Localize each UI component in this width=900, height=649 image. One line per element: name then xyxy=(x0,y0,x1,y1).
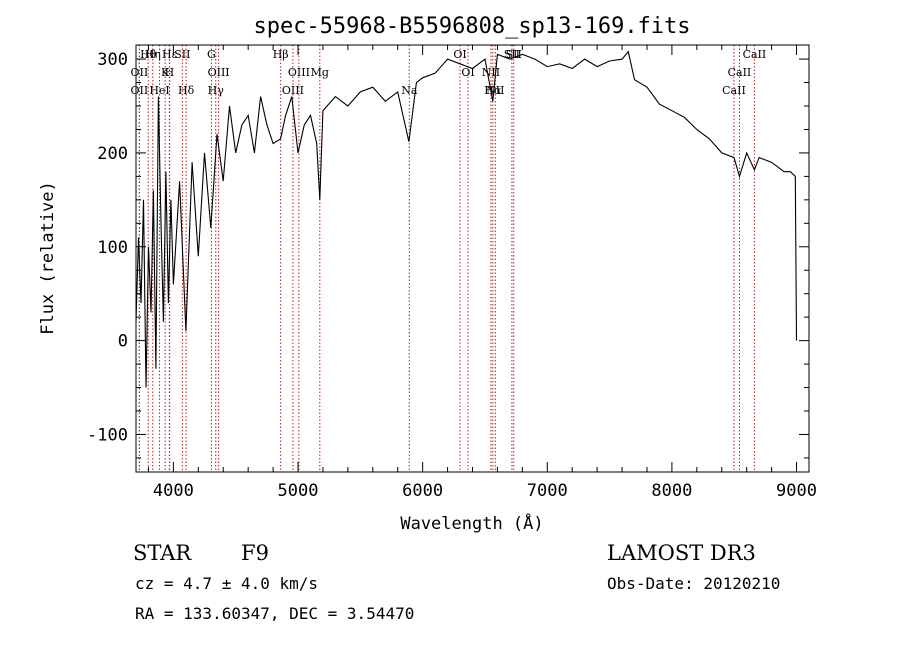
series-line-flux xyxy=(135,50,798,388)
series-layer xyxy=(135,50,798,388)
x-tick-label-8000: 8000 xyxy=(651,481,692,501)
line-label-sii-24: SII xyxy=(506,48,522,61)
plot-frame xyxy=(135,44,810,473)
x-tick-label-5000: 5000 xyxy=(278,481,319,501)
x-axis-label: Wavelength (Å) xyxy=(400,512,543,534)
x-tick-label-4000: 4000 xyxy=(153,481,194,501)
line-label-oi-18: OI xyxy=(453,48,466,61)
line-label-caii-25: CaII xyxy=(728,66,752,79)
line-label-oiii-13: OIII xyxy=(288,66,310,79)
y-axis-ticks: -100 0 100 200 300 xyxy=(87,50,809,459)
spectral-line-markers xyxy=(138,45,755,472)
line-label-nii-22: NII xyxy=(482,66,500,79)
spectral-line-labels: HθOIIOIIHηKHeIHεHHδSIIOIIIHγGOIIIOIIIHβM… xyxy=(131,48,767,97)
line-label-na-17: Na xyxy=(401,84,418,97)
x-tick-label-9000: 9000 xyxy=(776,481,817,501)
y-tick-label--100: -100 xyxy=(87,425,128,445)
line-label-hei-5: HeI xyxy=(149,84,169,97)
y-tick-label-200: 200 xyxy=(97,144,128,164)
line-label-sii-9: SII xyxy=(174,48,190,61)
object-class: STAR xyxy=(133,541,192,565)
line-label-hγ-11: Hγ xyxy=(208,84,225,97)
obs-date: Obs-Date: 20120210 xyxy=(607,574,780,593)
y-tick-label-100: 100 xyxy=(97,238,128,258)
x-tick-label-6000: 6000 xyxy=(402,481,443,501)
x-axis-ticks: 4000 5000 6000 7000 8000 9000 xyxy=(147,45,817,501)
redshift-readout: cz = 4.7 ± 4.0 km/s xyxy=(135,574,318,593)
line-label-hδ-8: Hδ xyxy=(178,84,195,97)
line-label-oii-1: OII xyxy=(131,66,149,79)
line-label-nii-23: NII xyxy=(486,84,504,97)
line-label-g-12: G xyxy=(207,48,216,61)
line-label-h-7: H xyxy=(165,66,175,79)
x-tick-label-7000: 7000 xyxy=(527,481,568,501)
line-label-oi-19: OI xyxy=(461,66,474,79)
line-label-hβ-15: Hβ xyxy=(273,48,289,61)
coordinates: RA = 133.60347, DEC = 3.54470 xyxy=(135,604,414,623)
line-label-caii-26: CaII xyxy=(722,84,746,97)
survey-name: LAMOST DR3 xyxy=(607,541,756,565)
y-tick-label-300: 300 xyxy=(97,50,128,70)
line-label-hα-20: Hα xyxy=(484,84,502,97)
y-tick-label-0: 0 xyxy=(118,332,128,352)
line-label-oiii-10: OIII xyxy=(208,66,230,79)
line-label-hη-3: Hη xyxy=(145,48,161,61)
line-label-oii-2: OII xyxy=(131,84,149,97)
line-label-k-4: K xyxy=(161,66,170,79)
y-axis-label: Flux (relative) xyxy=(38,181,58,335)
line-label-caii-27: CaII xyxy=(743,48,767,61)
line-label-hθ-0: Hθ xyxy=(140,48,157,61)
line-label-mg-16: Mg xyxy=(311,66,329,79)
line-label-oiii-14: OIII xyxy=(282,84,304,97)
chart-title: spec-55968-B5596808_sp13-169.fits xyxy=(253,14,690,39)
subclass: F9 xyxy=(241,541,269,565)
